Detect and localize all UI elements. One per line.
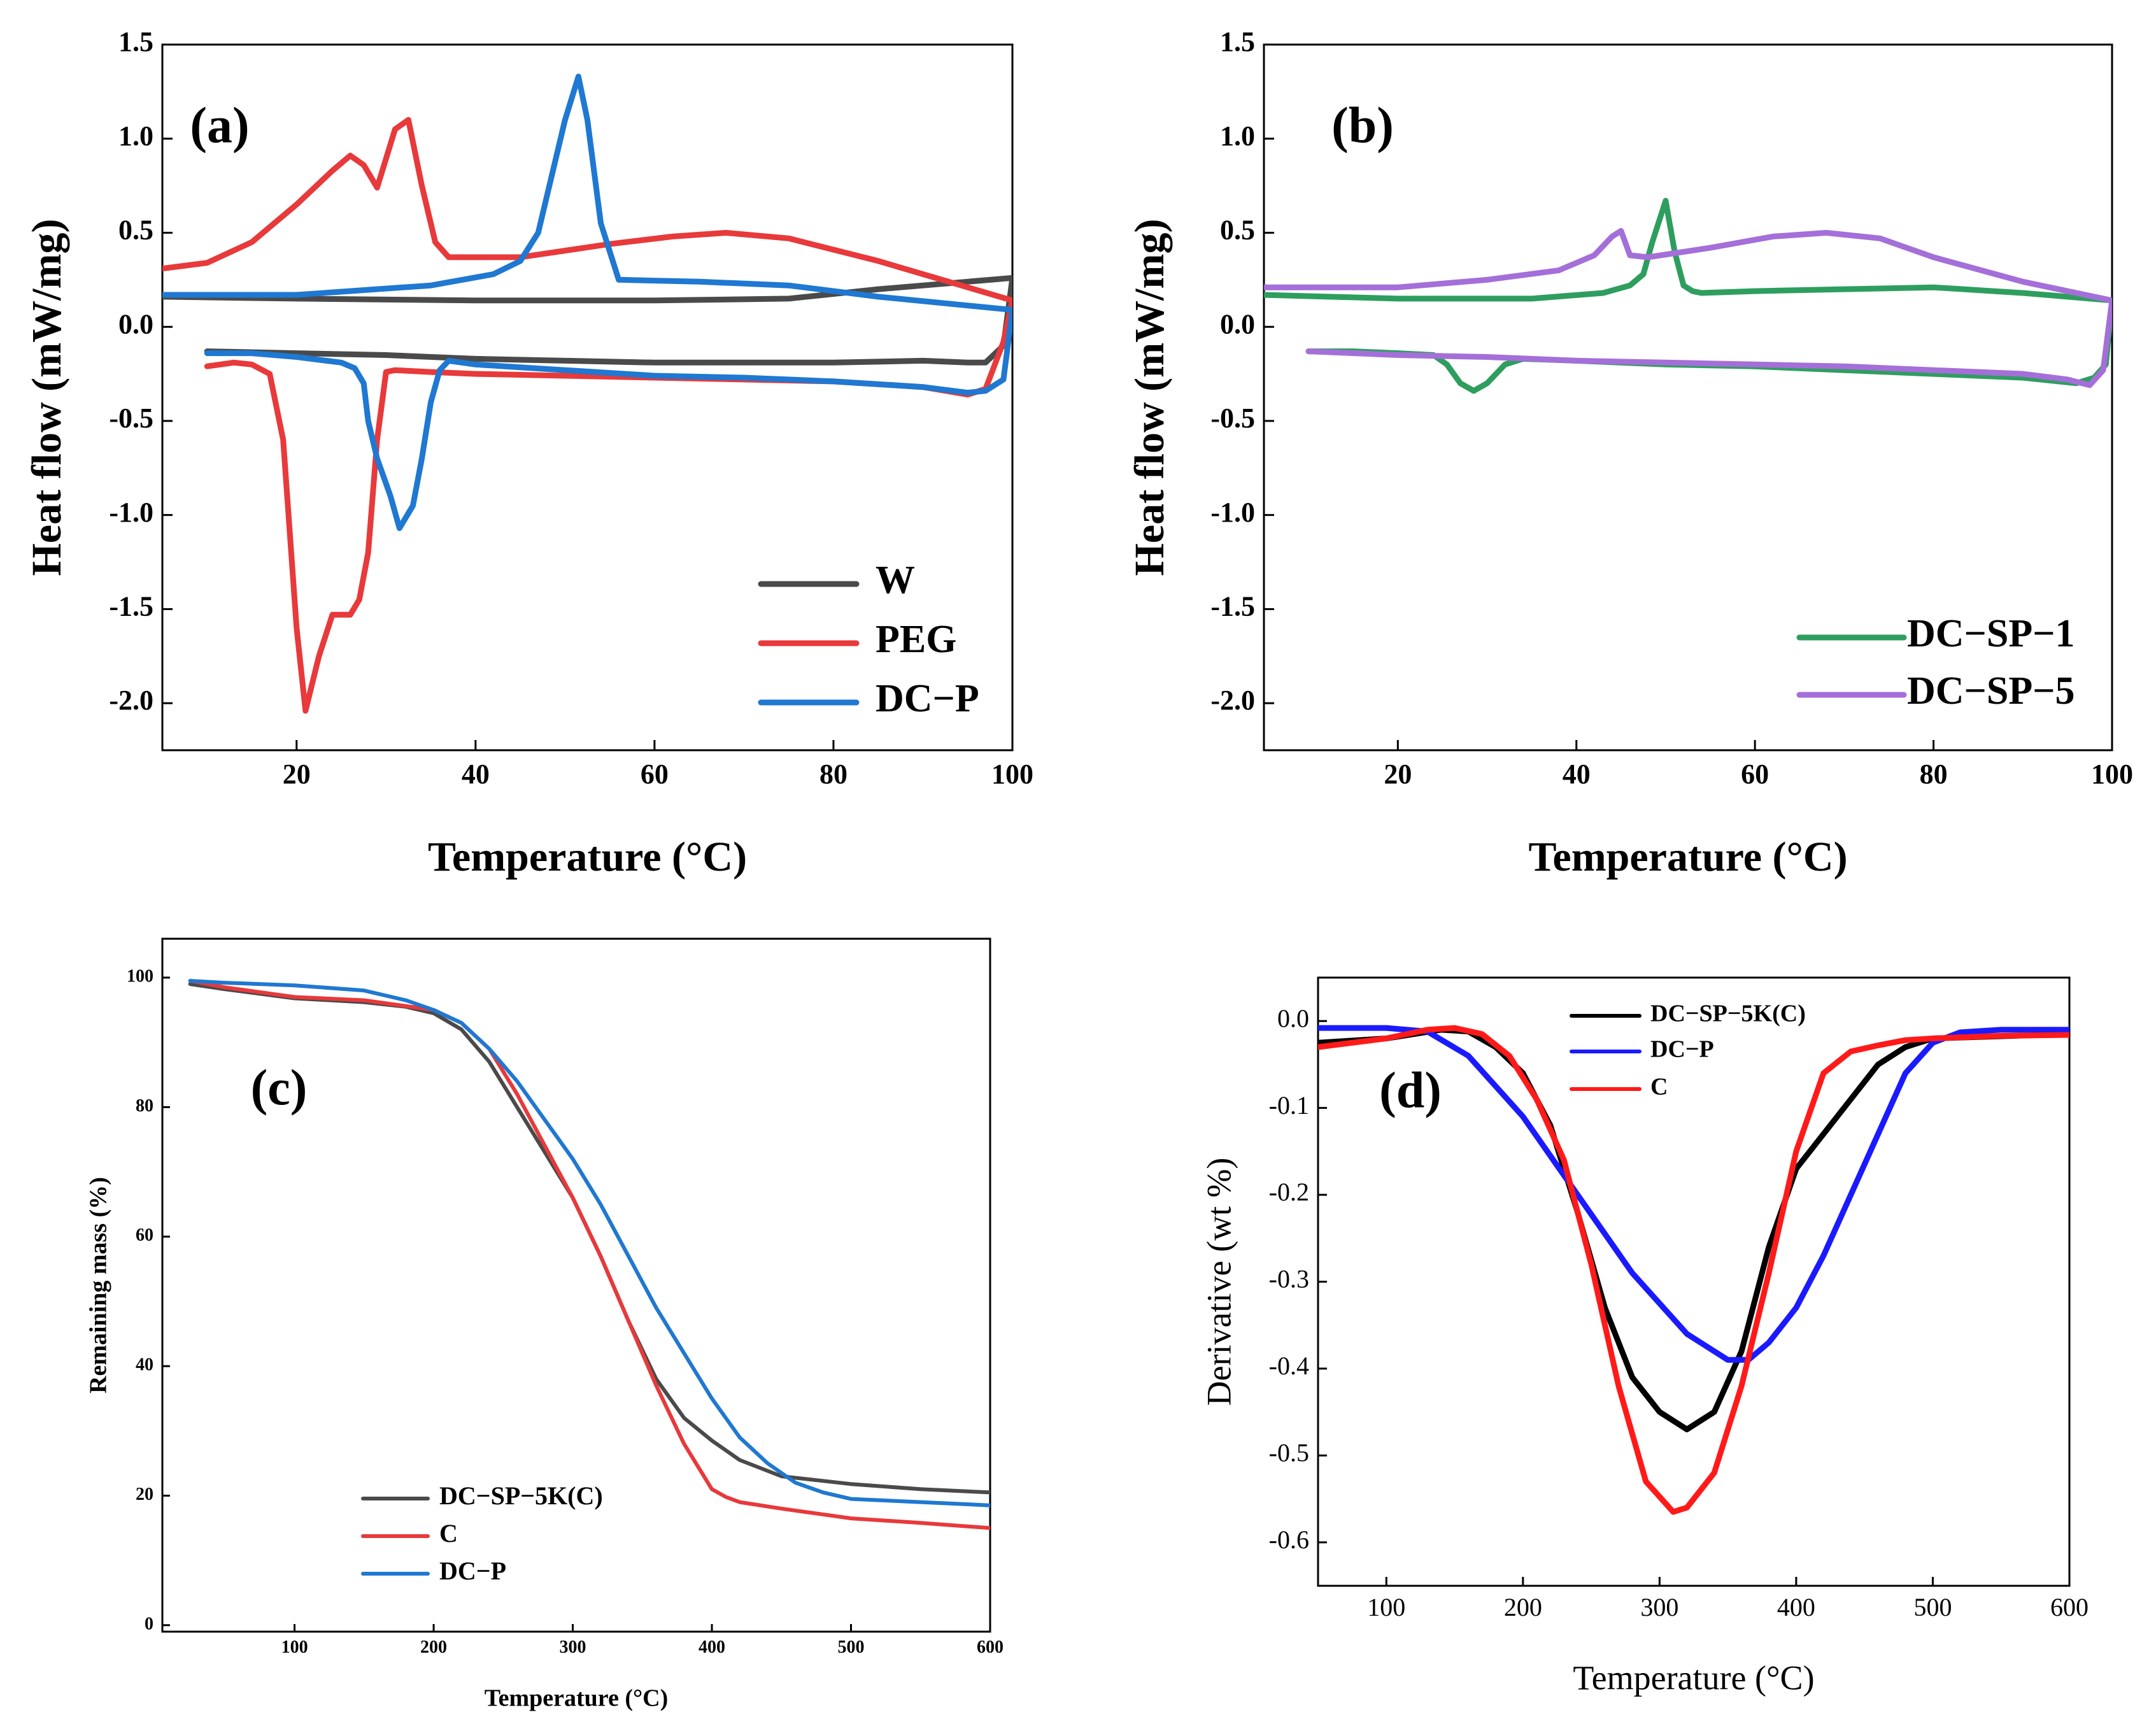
y-tick-label: -1.0 bbox=[109, 497, 153, 528]
x-axis-title: Temperature (°C) bbox=[428, 834, 747, 880]
x-tick-label: 20 bbox=[1384, 759, 1412, 790]
y-axis-title: Heat flow (mW/mg) bbox=[24, 219, 70, 576]
x-tick-label: 300 bbox=[560, 1637, 586, 1657]
x-tick-label: 80 bbox=[1920, 759, 1948, 790]
y-tick-label: -1.5 bbox=[109, 590, 153, 622]
legend: DC−SP−5K(C) C DC−P bbox=[361, 1481, 603, 1585]
y-tick-label: 100 bbox=[127, 966, 153, 986]
panel-label: (a) bbox=[190, 97, 249, 153]
plot-frame bbox=[161, 937, 991, 1633]
legend: DC−SP−1 DC−SP−5 bbox=[1796, 612, 2075, 713]
legend: W PEG DC−P bbox=[758, 559, 979, 720]
y-tick-label: 0.0 bbox=[118, 308, 153, 339]
legend-label: DC−SP−5K(C) bbox=[1650, 1001, 1806, 1027]
panel-label: (c) bbox=[251, 1060, 308, 1116]
y-axis-title: Remaining mass (%) bbox=[85, 1177, 112, 1393]
legend-label: PEG bbox=[876, 618, 956, 661]
y-tick-label: 80 bbox=[136, 1096, 153, 1116]
legend-label: DC−SP−5K(C) bbox=[439, 1481, 603, 1510]
legend: DC−SP−5K(C) DC−P C bbox=[1570, 1001, 1806, 1101]
y-tick-label: 1.5 bbox=[118, 26, 153, 57]
y-tick-label: 20 bbox=[136, 1485, 153, 1504]
x-tick-label: 200 bbox=[1504, 1593, 1542, 1621]
series-line-dc-sp-5-seg1 bbox=[1305, 297, 2112, 388]
y-axis-title: Heat flow (mW/mg) bbox=[1126, 219, 1173, 576]
x-tick-label: 100 bbox=[2091, 759, 2133, 790]
series-line-peg-seg0 bbox=[162, 117, 1012, 304]
y-tick-label: -0.2 bbox=[1269, 1178, 1309, 1206]
x-tick-label: 200 bbox=[420, 1637, 447, 1657]
series-line-dc-p-seg1 bbox=[204, 307, 1012, 531]
legend-label: C bbox=[439, 1519, 458, 1548]
y-tick-label: 0.0 bbox=[1220, 308, 1255, 339]
series-line-dc-sp-1-seg1 bbox=[1305, 297, 2112, 394]
series-line-c bbox=[1318, 1025, 2069, 1515]
x-axis-title: Temperature (°C) bbox=[485, 1685, 669, 1712]
panel-d: 100 200 300 400 500 600 0.0 -0.1 -0.2 -0.3 -0.4 -0.… bbox=[1200, 976, 2089, 1697]
legend-label: W bbox=[876, 559, 915, 602]
y-tick-label: -2.0 bbox=[109, 685, 153, 716]
y-tick-label: -0.5 bbox=[1210, 403, 1255, 434]
y-tick-label: -1.0 bbox=[1210, 497, 1255, 528]
x-tick-label: 60 bbox=[641, 759, 669, 790]
panel-c: 100 200 300 400 500 600 0 20 40 60 80 100 Temperatur… bbox=[85, 937, 1004, 1712]
y-tick-label: -1.5 bbox=[1210, 590, 1255, 622]
y-tick-label: 60 bbox=[136, 1225, 153, 1245]
panel-b: 20 40 60 80 100 -2.0 -1.5 -1.0 -0.5 0.0 0.5 1.0 1.5 T… bbox=[1126, 26, 2133, 880]
legend-label: DC−P bbox=[439, 1557, 506, 1585]
series-line-c bbox=[188, 979, 990, 1530]
y-tick-label: 0.0 bbox=[1277, 1004, 1309, 1032]
plot-frame bbox=[1263, 43, 2113, 752]
x-tick-label: 80 bbox=[819, 759, 848, 790]
y-tick-label: 0.5 bbox=[1220, 215, 1255, 246]
panel-a: 20 40 60 80 100 -2.0 -1.5 -1.0 -0.5 0.0 0.5 1.0 1.5 T… bbox=[24, 26, 1033, 880]
x-axis-title: Temperature (°C) bbox=[1573, 1658, 1814, 1697]
series-line-dc-p bbox=[188, 979, 990, 1507]
series-line-dc-p bbox=[1318, 1025, 2069, 1363]
x-tick-label: 600 bbox=[977, 1637, 1004, 1657]
panel-label: (d) bbox=[1379, 1062, 1442, 1118]
x-tick-label: 60 bbox=[1741, 759, 1769, 790]
y-tick-label: -0.4 bbox=[1269, 1351, 1309, 1380]
x-tick-label: 300 bbox=[1640, 1593, 1678, 1621]
y-tick-label: -0.6 bbox=[1269, 1525, 1309, 1554]
y-tick-label: -0.3 bbox=[1269, 1265, 1309, 1293]
x-tick-label: 100 bbox=[1367, 1593, 1405, 1621]
y-tick-label: 1.0 bbox=[1220, 120, 1255, 152]
y-tick-label: 0.5 bbox=[118, 215, 153, 246]
x-tick-label: 500 bbox=[838, 1637, 865, 1657]
x-tick-label: 400 bbox=[699, 1637, 725, 1657]
x-tick-label: 40 bbox=[1563, 759, 1591, 790]
y-tick-label: -0.1 bbox=[1269, 1091, 1309, 1120]
y-tick-label: -0.5 bbox=[1269, 1439, 1309, 1467]
legend-label: DC−SP−1 bbox=[1907, 612, 2075, 655]
series-line-dc-p-seg0 bbox=[162, 73, 1012, 313]
x-axis-title: Temperature (°C) bbox=[1528, 834, 1847, 880]
series-line-w-seg1 bbox=[204, 274, 1012, 366]
plot-frame bbox=[161, 43, 1014, 752]
y-tick-label: 40 bbox=[136, 1355, 153, 1375]
x-tick-label: 600 bbox=[2050, 1593, 2089, 1621]
x-tick-label: 100 bbox=[281, 1637, 308, 1657]
y-tick-label: 1.5 bbox=[1220, 26, 1255, 57]
x-tick-label: 20 bbox=[283, 759, 311, 790]
y-tick-label: -0.5 bbox=[109, 403, 153, 434]
legend-label: C bbox=[1650, 1074, 1668, 1101]
y-tick-label: 1.0 bbox=[118, 120, 153, 152]
series-line-dc-sp-5k-c- bbox=[1318, 1027, 2069, 1432]
series-line-dc-sp-5-seg0 bbox=[1264, 228, 2112, 304]
legend-label: DC−P bbox=[876, 677, 979, 720]
legend-label: DC−SP−5 bbox=[1907, 669, 2075, 713]
x-tick-label: 40 bbox=[462, 759, 490, 790]
y-tick-label: 0 bbox=[145, 1614, 153, 1634]
series-line-w-seg0 bbox=[162, 274, 1012, 304]
panel-label: (b) bbox=[1331, 97, 1394, 153]
legend-label: DC−P bbox=[1650, 1036, 1714, 1063]
x-tick-label: 400 bbox=[1777, 1593, 1815, 1621]
x-tick-label: 100 bbox=[991, 759, 1033, 790]
y-tick-label: -2.0 bbox=[1210, 685, 1255, 716]
y-axis-title: Derivative (wt %) bbox=[1200, 1158, 1238, 1406]
x-tick-label: 500 bbox=[1913, 1593, 1952, 1621]
